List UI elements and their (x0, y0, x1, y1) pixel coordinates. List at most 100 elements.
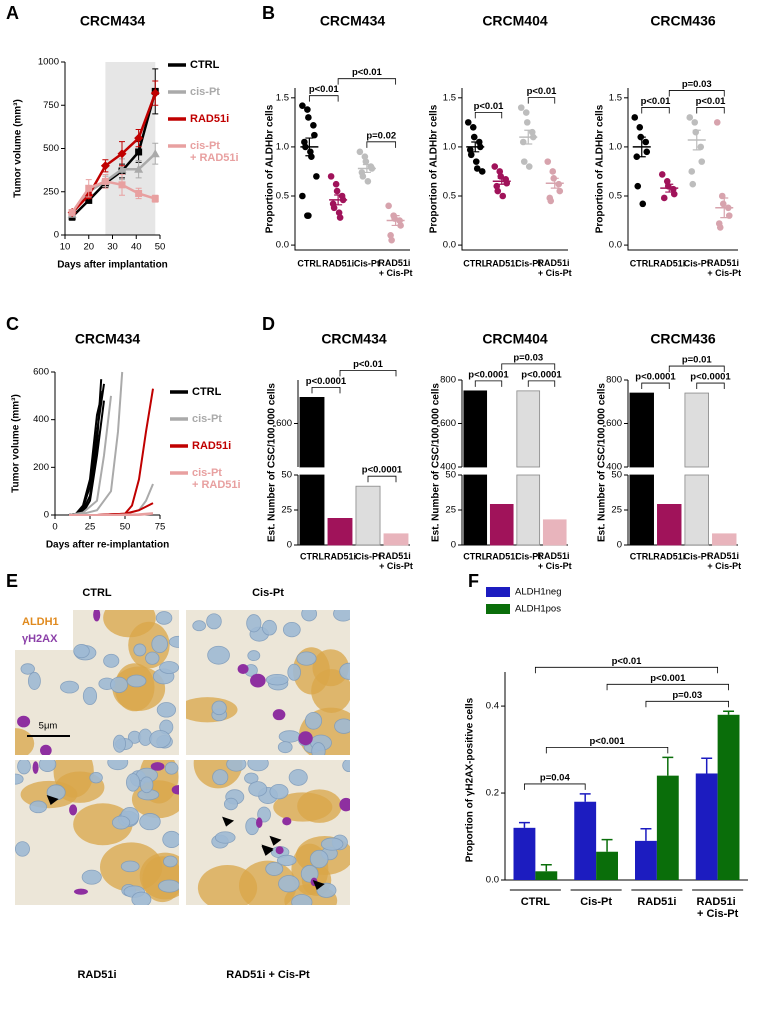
comparison-bracket (534, 666, 719, 674)
data-point (333, 187, 341, 195)
nucleus (278, 875, 300, 893)
nucleus (112, 734, 126, 753)
data-point (520, 158, 528, 165)
nucleus (156, 702, 177, 718)
panel-label: F (468, 571, 479, 591)
y-tick-label: 600 (33, 367, 49, 378)
legend-label: RAD51i (190, 113, 229, 125)
nucleus (247, 650, 261, 662)
x-tick-label: 10 (60, 242, 71, 253)
comparison-bracket (545, 746, 669, 754)
comparison-bracket (668, 90, 725, 97)
error-bar (579, 793, 591, 802)
bar (542, 519, 567, 546)
comparison-bracket (641, 382, 670, 390)
nucleus (82, 686, 98, 706)
nucleus (277, 741, 293, 754)
aldh1-stain (112, 666, 166, 711)
x-tick-label: RAD51i + Cis-Pt (537, 551, 572, 571)
data-point (636, 123, 644, 131)
p-value-label: p=0.03 (672, 690, 702, 701)
gh2ax-stain (237, 664, 249, 674)
data-point (332, 180, 340, 188)
nucleus (163, 855, 178, 868)
x-tick-label: RAD51i + Cis-Pt (707, 258, 742, 278)
legend-label: ALDH1pos (515, 604, 561, 615)
sem-bar (665, 183, 674, 193)
y-tick-label: 1.5 (443, 92, 456, 103)
y-tick-label: 0.2 (486, 788, 499, 799)
y-axis-label: Proportion of γH2AX-positive cells (465, 697, 476, 862)
data-point (301, 138, 308, 146)
series-line (71, 92, 157, 214)
nucleus (269, 783, 289, 800)
p-value-label: p<0.0001 (690, 372, 731, 383)
p-value-label: p<0.01 (309, 84, 340, 95)
aldh1-stain (186, 697, 238, 723)
nucleus (278, 730, 301, 743)
p-value-label: p=0.02 (366, 130, 396, 141)
p-value-label: p<0.0001 (635, 372, 676, 383)
aldh1-stain (73, 803, 133, 846)
arrowhead (222, 816, 235, 827)
y-tick-label: 0 (44, 510, 49, 521)
data-point (686, 114, 694, 121)
aldh1-stain (15, 728, 35, 755)
y-axis-label: Proportion of ALDHbr cells (429, 104, 440, 233)
nucleus (316, 882, 337, 898)
data-point (364, 177, 372, 185)
nucleus (15, 841, 30, 857)
nucleus (291, 894, 313, 905)
x-tick-label: RAD51i (637, 896, 676, 908)
bar (489, 503, 514, 546)
x-tick-label: CTRL (300, 551, 324, 561)
nucleus (17, 760, 31, 775)
nucleus (246, 614, 262, 633)
nucleus (159, 661, 179, 674)
sem-bar (334, 194, 343, 206)
y-tick-label: 50 (611, 470, 622, 481)
comparison-bracket (311, 387, 341, 394)
y-axis-label: Tumor volume (mm³) (11, 394, 22, 493)
data-point (330, 204, 338, 212)
panel-label: A (6, 3, 19, 23)
comparison-bracket (696, 107, 725, 114)
nucleus (27, 671, 41, 690)
data-point (663, 177, 671, 185)
image-label: Cis-Pt (252, 587, 284, 599)
y-tick-label: 25 (281, 505, 292, 516)
legend-label: cis-Pt (190, 86, 220, 98)
chart-title: CRCM404 (482, 331, 548, 347)
nucleus (155, 611, 173, 625)
comparison-bracket (474, 380, 503, 387)
y-tick-label: 0 (54, 230, 59, 241)
x-tick-label: CTRL (297, 258, 321, 268)
nucleus (207, 645, 230, 665)
bar (574, 801, 597, 880)
bar (463, 474, 488, 546)
data-point (478, 168, 486, 175)
x-tick-label: 50 (155, 242, 166, 253)
data-point (135, 189, 143, 197)
x-tick-label: RAD51i (486, 551, 518, 561)
nucleus (139, 776, 154, 794)
nucleus (247, 760, 269, 772)
comparison-bracket (367, 475, 397, 483)
x-tick-label: CTRL (630, 551, 654, 561)
data-point (311, 131, 318, 139)
gh2ax-stain (282, 817, 292, 826)
data-point (698, 158, 706, 165)
p-value-label: p=0.03 (682, 79, 712, 90)
p-value-label: p<0.0001 (362, 465, 403, 476)
chart-title: CRCM434 (80, 13, 146, 29)
panel-label: E (6, 571, 18, 591)
gh2ax-stain (93, 610, 101, 622)
y-axis-label: Proportion of ALDHbr cells (595, 104, 606, 233)
nucleus (265, 861, 284, 876)
nucleus (296, 651, 317, 666)
x-tick-label: 25 (85, 522, 96, 533)
p-value-label: p<0.01 (353, 359, 384, 370)
legend-label: cis-Pt + RAD51i (192, 467, 241, 491)
gh2ax-stain (17, 715, 31, 728)
p-value-label: p<0.01 (352, 67, 383, 78)
